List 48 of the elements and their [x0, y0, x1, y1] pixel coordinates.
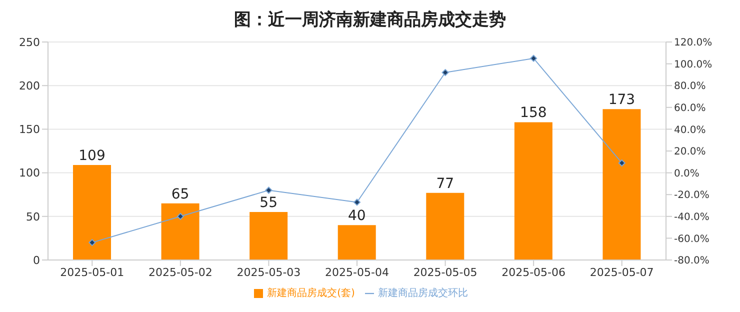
y2-tick-label: 40.0% — [674, 124, 706, 136]
data-label: 40 — [348, 208, 366, 224]
y2-tick-label: -60.0% — [674, 234, 710, 245]
point — [88, 239, 96, 246]
point — [442, 69, 449, 76]
y-tick-label: 250 — [19, 36, 40, 49]
y2-tick-label: 80.0% — [674, 81, 706, 92]
legend-label: 新建商品房成交(套) — [267, 288, 355, 299]
data-label: 77 — [436, 176, 454, 192]
bar — [73, 164, 111, 260]
y-tick-label: 200 — [19, 80, 40, 93]
x-tick-label: 2025-05-06 — [502, 266, 566, 279]
data-label: 173 — [608, 92, 636, 108]
point — [354, 198, 360, 206]
x-tick-label: 2025-05-05 — [413, 266, 478, 279]
data-label: 65 — [171, 186, 190, 202]
data-label: 158 — [520, 105, 547, 122]
x-tick-label: 2025-05-01 — [60, 266, 124, 279]
data-label: 55 — [260, 195, 278, 212]
y2-tick-label: 120.0% — [674, 38, 712, 49]
y2-tick-label: 0.0% — [674, 168, 700, 180]
y2-tick-label: -80.0% — [674, 256, 710, 267]
point — [176, 212, 184, 220]
y-tick-label: 150 — [19, 123, 40, 136]
point — [618, 159, 626, 166]
bar — [426, 192, 464, 260]
bar — [514, 122, 552, 260]
y2-tick-label: 100.0% — [674, 59, 712, 70]
y-tick-label: 0 — [33, 254, 40, 267]
x-tick-label: 2025-05-03 — [236, 266, 301, 279]
y2-tick-label: 20.0% — [674, 146, 706, 158]
chart-title: 图：近一周济南新建商品房成交走势 — [233, 9, 507, 32]
y2-tick-label: 60.0% — [674, 102, 706, 114]
data-label: 109 — [78, 148, 106, 164]
bar — [602, 109, 641, 260]
legend-label: 新建商品房成交环比 — [378, 288, 468, 299]
y-tick-label: 50 — [26, 210, 40, 224]
y2-tick-label: -40.0% — [674, 212, 710, 223]
x-tick-label: 2025-05-02 — [148, 266, 212, 279]
y-tick-label: 100 — [19, 166, 40, 180]
x-tick-label: 2025-05-07 — [590, 266, 654, 279]
point — [265, 186, 272, 194]
bar — [250, 212, 288, 260]
bar — [161, 203, 200, 260]
bar — [338, 225, 376, 260]
y2-tick-label: -20.0% — [674, 190, 710, 202]
x-tick-label: 2025-05-04 — [325, 266, 389, 279]
point — [530, 54, 538, 62]
